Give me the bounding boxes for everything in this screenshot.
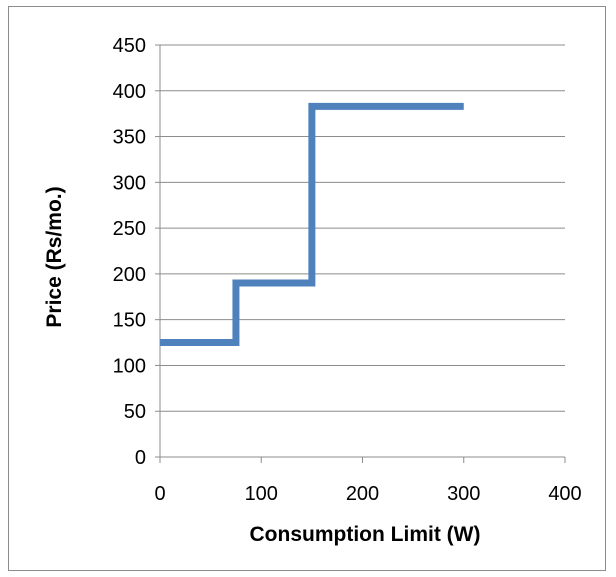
- series-group: [160, 102, 464, 347]
- y-tick-label: 150: [113, 310, 146, 332]
- x-axis-title: Consumption Limit (W): [250, 523, 481, 546]
- y-tick-label: 450: [113, 35, 146, 57]
- y-tick-labels: 0 50 100 150 200 250 300 350 400 450: [113, 35, 146, 469]
- x-tick-label: 300: [447, 483, 480, 505]
- y-tick-label: 350: [113, 127, 146, 149]
- x-tick-label: 100: [245, 483, 278, 505]
- chart-frame: [8, 6, 606, 571]
- axes: [155, 44, 566, 463]
- x-tick-label: 400: [548, 483, 581, 505]
- y-axis-title: Price (Rs/mo.): [43, 186, 66, 327]
- x-tick-label: 0: [154, 483, 165, 505]
- y-tick-label: 400: [113, 81, 146, 103]
- x-tick-label: 200: [346, 483, 379, 505]
- x-tick-labels: 0 100 200 300 400: [154, 483, 581, 505]
- y-tick-label: 300: [113, 172, 146, 194]
- y-tick-label: 50: [124, 401, 146, 423]
- y-tick-label: 200: [113, 264, 146, 286]
- series-line: [160, 102, 464, 347]
- y-tick-label: 250: [113, 218, 146, 240]
- y-tick-label: 100: [113, 355, 146, 377]
- gridlines: [160, 44, 565, 412]
- y-tick-label: 0: [135, 447, 146, 469]
